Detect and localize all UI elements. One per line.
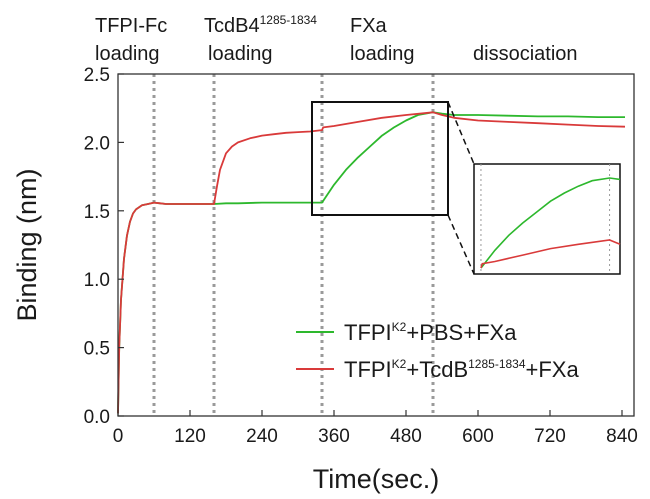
y-tick-label: 2.0 (84, 133, 110, 154)
inset-series-tcdb (480, 239, 621, 269)
y-tick-label: 1.0 (84, 270, 110, 291)
y-tick-label: 2.5 (84, 65, 110, 86)
zoom-source-box (311, 101, 449, 216)
y-tick-label: 1.5 (84, 202, 110, 223)
legend: TFPIK2+PBS+FXa TFPIK2+TcdB1285-1834+FXa (296, 320, 579, 382)
x-tick-label: 480 (390, 426, 422, 447)
y-tick-label: 0.0 (84, 407, 110, 428)
inset-series (480, 164, 621, 274)
x-axis-title: Time(sec.) (313, 464, 440, 494)
y-tick-label: 0.5 (84, 339, 110, 360)
series-line-tcdb (117, 111, 626, 414)
zoom-connector-bottom (447, 214, 475, 275)
y-axis-title: Binding (nm) (12, 168, 42, 321)
x-tick-label: 240 (246, 426, 278, 447)
phase-label-1-line2: loading (95, 43, 160, 65)
phase-label-2-line2: loading (208, 43, 273, 65)
plot-frame (117, 73, 635, 417)
x-tick-label: 360 (318, 426, 350, 447)
x-tick-label: 120 (174, 426, 206, 447)
y-axis-ticks: 0.0 0.5 1.0 1.5 2.0 2.5 (84, 65, 124, 428)
phase-label-3-line2: loading (350, 43, 415, 65)
phase-label-1-line1: TFPI-Fc (95, 15, 167, 37)
phase-label-3-line1: FXa (350, 15, 388, 37)
x-tick-label: 0 (113, 426, 124, 447)
phase-label-4: dissociation (473, 43, 578, 65)
phase-labels: TFPI-Fc loading TcdB41285-1834 loading F… (95, 13, 578, 65)
phase-label-2-line1: TcdB41285-1834 (204, 13, 317, 37)
zoom-inset-box (473, 163, 621, 275)
zoom-connector-top (447, 101, 475, 165)
x-axis-ticks: 0 120 240 360 480 600 720 840 (113, 410, 638, 447)
x-tick-label: 840 (606, 426, 638, 447)
legend-label-pbs: TFPIK2+PBS+FXa (344, 320, 517, 345)
inset-series-pbs (480, 177, 621, 269)
legend-label-tcdb: TFPIK2+TcdB1285-1834+FXa (344, 357, 579, 382)
x-tick-label: 720 (534, 426, 566, 447)
x-tick-label: 600 (462, 426, 494, 447)
